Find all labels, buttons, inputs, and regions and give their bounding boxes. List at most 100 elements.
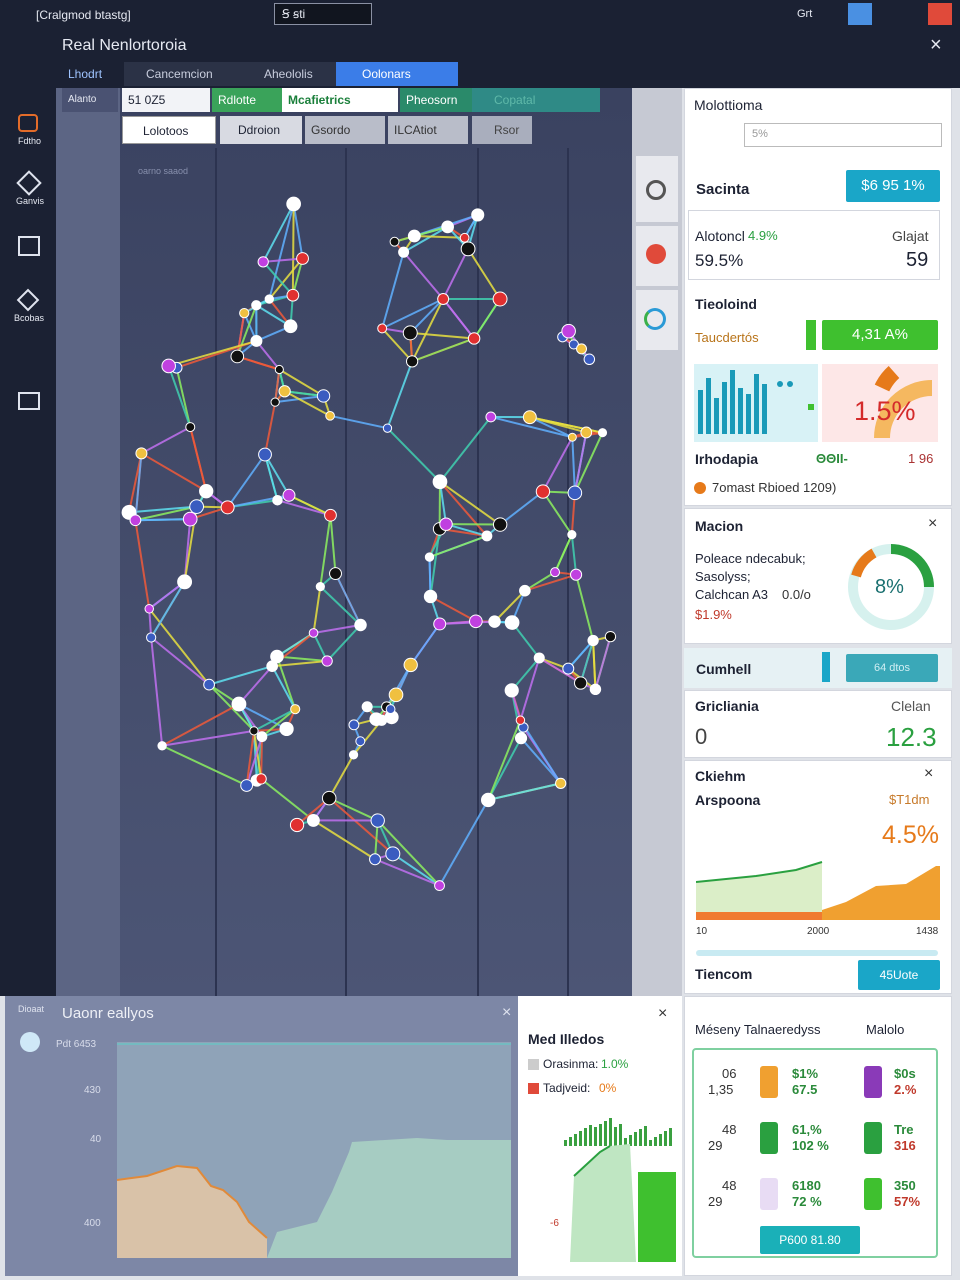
edge bbox=[319, 515, 332, 587]
spike bbox=[644, 1126, 647, 1146]
spike bbox=[584, 1128, 587, 1146]
legend-swatch bbox=[528, 1059, 539, 1070]
node bbox=[144, 604, 154, 614]
toolbar-button[interactable]: Rsor bbox=[472, 116, 532, 144]
line-value: 0.0/o bbox=[782, 587, 811, 602]
filter-select[interactable] bbox=[744, 123, 942, 147]
delta: 4.9% bbox=[748, 228, 778, 243]
icon[interactable] bbox=[644, 308, 666, 330]
icon[interactable] bbox=[646, 244, 666, 264]
node bbox=[561, 323, 576, 339]
tab[interactable]: Lhodrt bbox=[58, 62, 113, 86]
icon-button[interactable] bbox=[848, 3, 872, 25]
icon[interactable] bbox=[18, 236, 40, 256]
edge bbox=[499, 490, 544, 526]
edge bbox=[402, 251, 444, 300]
node bbox=[587, 634, 599, 647]
badge: 4,31 A% bbox=[822, 320, 938, 350]
icon[interactable] bbox=[18, 392, 40, 410]
close-button[interactable] bbox=[928, 3, 952, 25]
node bbox=[283, 319, 298, 334]
sidebar-item[interactable]: Ganvis bbox=[16, 196, 45, 206]
select[interactable] bbox=[274, 3, 372, 25]
node bbox=[258, 447, 272, 462]
edge bbox=[328, 797, 379, 822]
edge bbox=[274, 369, 281, 403]
filter-value[interactable]: 5% bbox=[752, 128, 768, 140]
close[interactable]: × bbox=[658, 1005, 668, 1022]
swatch bbox=[760, 1122, 778, 1154]
node bbox=[382, 423, 393, 433]
table-cell: 06 bbox=[722, 1066, 737, 1081]
edge bbox=[262, 261, 294, 296]
node bbox=[492, 291, 508, 307]
toolbar-tab[interactable]: Copatal bbox=[472, 88, 600, 112]
toolbar-tab[interactable]: Rdlotte bbox=[212, 88, 282, 112]
node bbox=[434, 880, 445, 892]
node bbox=[550, 567, 561, 578]
table-cell: 6180 bbox=[792, 1178, 821, 1193]
gear-icon[interactable] bbox=[646, 180, 666, 200]
node bbox=[515, 715, 526, 725]
toolbar-dropdown[interactable]: Gsordo bbox=[305, 116, 385, 144]
card bbox=[684, 690, 952, 758]
edge bbox=[386, 361, 414, 429]
badge[interactable]: 45Uote bbox=[858, 960, 940, 990]
node bbox=[255, 773, 267, 785]
spike bbox=[629, 1135, 632, 1146]
badge[interactable]: 64 dtos bbox=[846, 654, 938, 682]
close-x[interactable]: × bbox=[930, 34, 942, 56]
value: 0 bbox=[695, 724, 708, 749]
select-text[interactable]: Ꞩ ꞩti bbox=[282, 7, 306, 21]
edge bbox=[487, 782, 561, 801]
tab[interactable]: Oolonars bbox=[336, 62, 458, 86]
edge bbox=[236, 355, 280, 371]
edge bbox=[487, 719, 522, 801]
node bbox=[388, 687, 404, 703]
toolbar-select[interactable]: Alanto bbox=[62, 88, 118, 112]
node bbox=[471, 208, 485, 222]
close[interactable]: × bbox=[928, 515, 938, 532]
axis-label: 1438 bbox=[916, 926, 939, 937]
node bbox=[348, 750, 359, 760]
icon[interactable] bbox=[18, 114, 38, 132]
node bbox=[135, 447, 148, 460]
edge bbox=[573, 432, 588, 494]
toolbar-dropdown[interactable]: Lolotoos bbox=[122, 116, 216, 144]
node bbox=[249, 726, 259, 736]
toolbar-tab[interactable]: Pheosorn bbox=[400, 88, 472, 112]
panel-title: Malolo bbox=[866, 1022, 905, 1037]
spike bbox=[669, 1128, 672, 1146]
canvas-label: oarno saaod bbox=[138, 166, 189, 176]
node bbox=[274, 364, 284, 375]
toolbar-dropdown[interactable]: ILCAtiot bbox=[388, 116, 468, 144]
node bbox=[325, 410, 335, 421]
sidebar-item[interactable]: Bcobas bbox=[14, 313, 45, 323]
panel-title: Med Illedos bbox=[528, 1031, 605, 1047]
node bbox=[398, 246, 410, 258]
node bbox=[439, 517, 453, 531]
spike bbox=[579, 1131, 582, 1146]
button[interactable]: P600 81.80 bbox=[760, 1226, 860, 1254]
sidebar-item[interactable]: Fdtho bbox=[18, 136, 42, 146]
axis-label: 430 bbox=[84, 1085, 101, 1096]
top-button[interactable]: Grt bbox=[797, 8, 813, 20]
edge bbox=[329, 515, 337, 574]
edge bbox=[439, 481, 488, 537]
toolbar-field[interactable]: 51 0Z5 bbox=[122, 88, 210, 112]
close[interactable]: × bbox=[502, 1004, 512, 1021]
node bbox=[321, 790, 337, 806]
node bbox=[369, 853, 381, 866]
node bbox=[597, 428, 608, 438]
edge bbox=[538, 657, 582, 684]
toolbar-dropdown[interactable]: Ddroion bbox=[220, 116, 302, 144]
edge bbox=[473, 298, 501, 340]
spike bbox=[654, 1137, 657, 1146]
table-cell: 67.5 bbox=[792, 1082, 818, 1097]
toolbar-tab[interactable]: Mcafietrics bbox=[282, 88, 398, 112]
spike bbox=[614, 1127, 617, 1146]
close[interactable]: × bbox=[924, 765, 934, 782]
node bbox=[250, 334, 263, 347]
node bbox=[433, 617, 447, 631]
table-cell: 48 bbox=[722, 1122, 737, 1137]
